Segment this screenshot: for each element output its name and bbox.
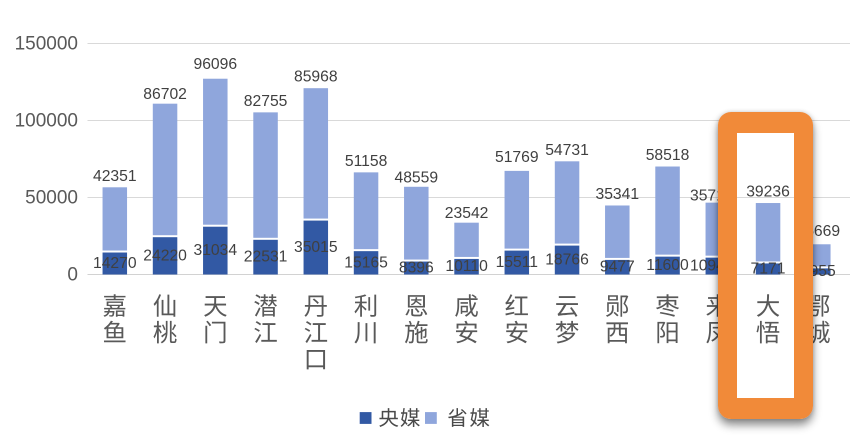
svg-text:18766: 18766 — [545, 252, 589, 269]
svg-text:10110: 10110 — [445, 258, 488, 275]
svg-text:42351: 42351 — [93, 168, 137, 185]
svg-text:51769: 51769 — [495, 149, 539, 166]
svg-text:14270: 14270 — [93, 255, 137, 272]
svg-text:100000: 100000 — [15, 111, 78, 132]
svg-text:35015: 35015 — [294, 239, 338, 256]
svg-text:22531: 22531 — [244, 249, 288, 266]
svg-text:54731: 54731 — [545, 142, 589, 159]
svg-text:8396: 8396 — [399, 260, 434, 277]
svg-text:15511: 15511 — [496, 254, 538, 271]
svg-text:58518: 58518 — [646, 147, 690, 164]
svg-text:9477: 9477 — [600, 259, 635, 276]
svg-text:23542: 23542 — [445, 205, 489, 222]
svg-text:24220: 24220 — [143, 247, 187, 264]
svg-text:0: 0 — [67, 265, 78, 286]
svg-text:150000: 150000 — [15, 34, 78, 55]
svg-text:96096: 96096 — [193, 56, 237, 73]
svg-text:35341: 35341 — [595, 186, 639, 203]
svg-text:11600: 11600 — [646, 257, 689, 274]
svg-text:85968: 85968 — [294, 69, 338, 86]
svg-text:86702: 86702 — [143, 86, 187, 103]
svg-text:39236: 39236 — [746, 184, 790, 201]
svg-text:31034: 31034 — [193, 242, 237, 259]
svg-text:50000: 50000 — [25, 188, 78, 209]
svg-text:48559: 48559 — [394, 169, 438, 186]
svg-text:51158: 51158 — [345, 153, 388, 170]
svg-text:82755: 82755 — [244, 93, 288, 110]
svg-text:7171: 7171 — [751, 261, 786, 278]
svg-text:15165: 15165 — [344, 254, 388, 271]
